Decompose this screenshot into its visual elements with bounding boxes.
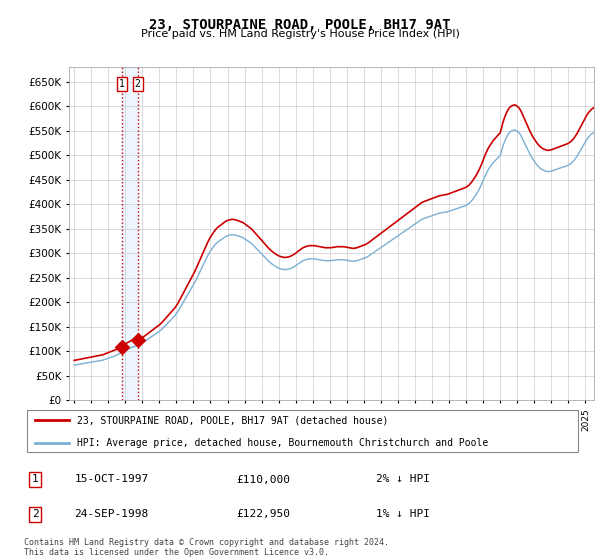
Text: £110,000: £110,000 bbox=[236, 474, 290, 484]
Text: 15-OCT-1997: 15-OCT-1997 bbox=[74, 474, 148, 484]
Point bbox=[117, 342, 127, 351]
Text: £122,950: £122,950 bbox=[236, 510, 290, 520]
Text: HPI: Average price, detached house, Bournemouth Christchurch and Poole: HPI: Average price, detached house, Bour… bbox=[77, 438, 488, 448]
Text: 24-SEP-1998: 24-SEP-1998 bbox=[74, 510, 148, 520]
Text: 23, STOURPAINE ROAD, POOLE, BH17 9AT: 23, STOURPAINE ROAD, POOLE, BH17 9AT bbox=[149, 18, 451, 32]
Text: 1: 1 bbox=[119, 80, 125, 90]
Text: Price paid vs. HM Land Registry's House Price Index (HPI): Price paid vs. HM Land Registry's House … bbox=[140, 29, 460, 39]
FancyBboxPatch shape bbox=[27, 409, 578, 452]
Text: 1% ↓ HPI: 1% ↓ HPI bbox=[376, 510, 430, 520]
Text: Contains HM Land Registry data © Crown copyright and database right 2024.
This d: Contains HM Land Registry data © Crown c… bbox=[24, 538, 389, 557]
Text: 2: 2 bbox=[32, 510, 38, 520]
Text: 23, STOURPAINE ROAD, POOLE, BH17 9AT (detached house): 23, STOURPAINE ROAD, POOLE, BH17 9AT (de… bbox=[77, 416, 388, 426]
Point bbox=[133, 335, 142, 344]
Text: 2: 2 bbox=[135, 80, 140, 90]
Text: 2% ↓ HPI: 2% ↓ HPI bbox=[376, 474, 430, 484]
Bar bbox=[122, 67, 137, 400]
Text: 1: 1 bbox=[32, 474, 38, 484]
